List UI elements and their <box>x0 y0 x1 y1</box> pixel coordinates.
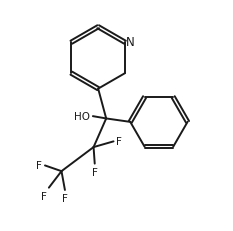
Text: HO: HO <box>74 112 90 122</box>
Text: F: F <box>41 191 47 201</box>
Text: F: F <box>92 167 98 177</box>
Text: F: F <box>62 193 68 203</box>
Text: F: F <box>36 161 42 171</box>
Text: N: N <box>126 35 135 48</box>
Text: F: F <box>116 137 122 147</box>
